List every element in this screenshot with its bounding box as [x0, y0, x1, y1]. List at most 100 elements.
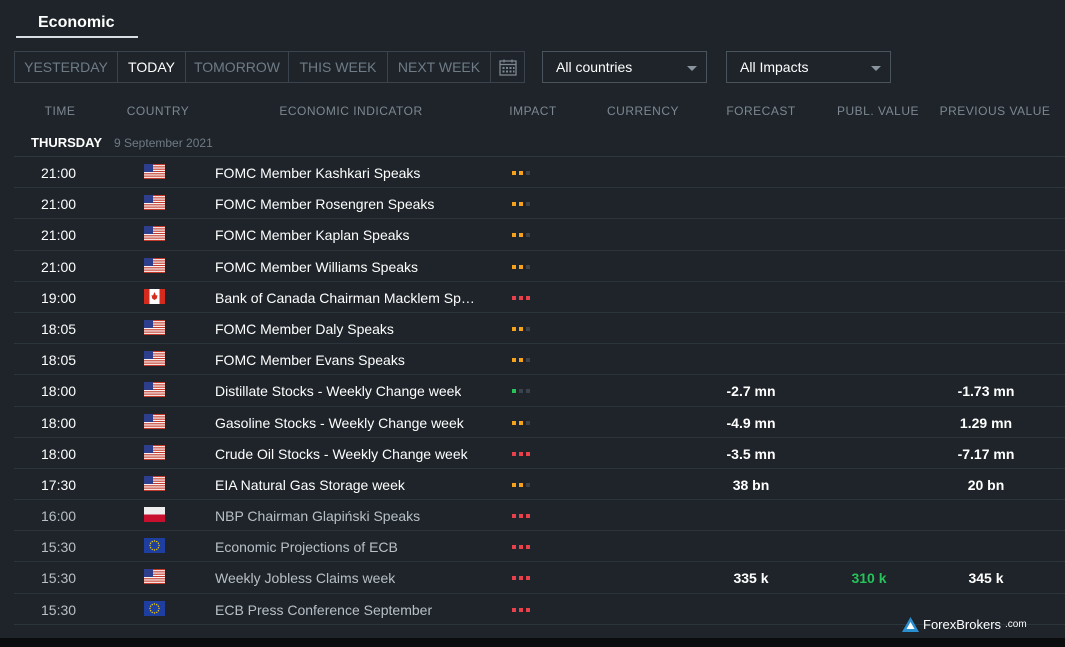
us-flag-icon: [144, 569, 165, 585]
day-date: 9 September 2021: [114, 136, 213, 150]
events-table: 21:00 FOMC Member Kashkari Speaks 21:00 FOM…: [14, 157, 1065, 625]
event-time: 18:00: [41, 383, 77, 400]
country-select-value: All countries: [556, 59, 633, 75]
table-row[interactable]: 15:30 Economic Projections of ECB: [14, 531, 1065, 563]
forecast-value: -2.7 mn: [726, 383, 776, 400]
event-name[interactable]: Bank of Canada Chairman Macklem Speaks: [215, 289, 477, 306]
impact-dot: [526, 451, 530, 456]
table-row[interactable]: 15:30 Weekly Jobless Claims week 335 k 310 …: [14, 562, 1065, 594]
forecast-value: 335 k: [733, 570, 769, 587]
us-flag-icon: [144, 382, 165, 398]
impact-dot: [519, 451, 523, 456]
event-time: 15:30: [41, 539, 77, 556]
table-row[interactable]: 18:05 FOMC Member Evans Speaks: [14, 344, 1065, 376]
event-time: 17:30: [41, 476, 77, 493]
impact-select-value: All Impacts: [740, 59, 809, 75]
tab-yesterday[interactable]: YESTERDAY: [15, 52, 118, 82]
day-tabs: YESTERDAY TODAY TOMORROW THIS WEEK NEXT …: [14, 51, 525, 83]
event-name[interactable]: FOMC Member Evans Speaks: [215, 352, 405, 369]
event-name[interactable]: FOMC Member Kashkari Speaks: [215, 165, 421, 181]
us-flag-icon: [144, 319, 165, 335]
impact-dot: [519, 482, 523, 487]
event-name[interactable]: FOMC Member Rosengren Speaks: [215, 196, 435, 213]
event-name[interactable]: FOMC Member Williams Speaks: [215, 258, 419, 275]
impact-dot: [519, 607, 523, 612]
impact-indicator: [512, 326, 530, 331]
impact-dot: [526, 420, 530, 425]
country-select[interactable]: All countries: [542, 51, 707, 83]
forecast-value: -4.9 mn: [726, 414, 776, 431]
table-row[interactable]: 21:00 FOMC Member Williams Speaks: [14, 251, 1065, 282]
impact-dot: [512, 576, 516, 581]
event-name[interactable]: FOMC Member Daly Speaks: [215, 320, 394, 337]
forexbrokers-logo: ForexBrokers .com: [902, 617, 1027, 632]
table-row[interactable]: 18:05 FOMC Member Daly Speaks: [14, 313, 1065, 345]
canada-flag-icon: [144, 288, 165, 304]
impact-dot: [526, 295, 530, 300]
impact-dot: [519, 514, 523, 519]
impact-dot: [519, 389, 523, 394]
event-name[interactable]: ECB Press Conference September: [215, 601, 433, 618]
us-flag-icon: [144, 257, 165, 273]
tab-tomorrow[interactable]: TOMORROW: [186, 52, 289, 82]
impact-dot: [526, 326, 530, 331]
watermark-suffix: .com: [1005, 619, 1027, 630]
eu-flag-icon: [144, 538, 165, 554]
table-row[interactable]: 18:00 Gasoline Stocks - Weekly Change wee…: [14, 407, 1065, 438]
impact-dot: [512, 171, 516, 175]
impact-indicator: [512, 264, 530, 269]
table-row[interactable]: 21:00 FOMC Member Kaplan Speaks: [14, 219, 1065, 251]
event-name[interactable]: NBP Chairman Glapiński Speaks: [215, 508, 421, 525]
impact-indicator: [512, 420, 530, 425]
col-country: COUNTRY: [126, 104, 190, 118]
us-flag-icon: [144, 475, 165, 491]
impact-dot: [519, 420, 523, 425]
event-name[interactable]: Distillate Stocks - Weekly Change week: [215, 383, 462, 400]
event-time: 18:00: [41, 445, 77, 462]
table-row[interactable]: 18:00 Crude Oil Stocks - Weekly Change we…: [14, 438, 1065, 469]
event-time: 18:00: [41, 414, 77, 431]
previous-value: 1.29 mn: [959, 414, 1013, 431]
event-time: 21:00: [41, 165, 77, 181]
tab-next-week[interactable]: NEXT WEEK: [388, 52, 491, 82]
impact-select[interactable]: All Impacts: [726, 51, 891, 83]
table-row[interactable]: 16:00 NBP Chairman Glapiński Speaks: [14, 500, 1065, 532]
forecast-value: -3.5 mn: [726, 445, 776, 462]
impact-dot: [512, 514, 516, 519]
event-name[interactable]: Economic Projections of ECB: [215, 539, 398, 556]
us-flag-icon: [144, 413, 165, 429]
economic-tab[interactable]: Economic: [16, 6, 138, 38]
previous-value: -7.17 mn: [957, 445, 1015, 462]
table-row[interactable]: 21:00 FOMC Member Kashkari Speaks: [14, 157, 1065, 189]
event-name[interactable]: Gasoline Stocks - Weekly Change week: [215, 414, 464, 431]
event-name[interactable]: EIA Natural Gas Storage week: [215, 476, 405, 493]
tab-today[interactable]: TODAY: [118, 52, 186, 82]
impact-dot: [526, 389, 530, 394]
impact-indicator: [512, 389, 530, 394]
impact-dot: [526, 607, 530, 612]
watermark-brand: ForexBrokers: [923, 617, 1002, 632]
impact-indicator: [512, 482, 530, 487]
col-impact: IMPACT: [509, 104, 557, 118]
event-time: 21:00: [41, 196, 77, 213]
impact-dot: [526, 171, 530, 175]
impact-dot: [512, 607, 516, 612]
table-row[interactable]: 21:00 FOMC Member Rosengren Speaks: [14, 188, 1065, 220]
table-row[interactable]: 19:00 Bank of Canada Chairman Macklem Spe…: [14, 282, 1065, 313]
calendar-icon[interactable]: [491, 52, 524, 82]
tab-this-week[interactable]: THIS WEEK: [289, 52, 388, 82]
table-row[interactable]: 17:30 EIA Natural Gas Storage week 38 bn 20…: [14, 469, 1065, 501]
impact-indicator: [512, 514, 530, 519]
impact-dot: [512, 358, 516, 363]
impact-indicator: [512, 233, 530, 238]
event-name[interactable]: Crude Oil Stocks - Weekly Change week: [215, 445, 468, 462]
event-time: 18:05: [41, 352, 77, 369]
impact-dot: [526, 202, 530, 207]
impact-indicator: [512, 202, 530, 207]
table-row[interactable]: 18:00 Distillate Stocks - Weekly Change w…: [14, 375, 1065, 407]
table-row[interactable]: 15:30 ECB Press Conference September: [14, 594, 1065, 625]
event-name[interactable]: FOMC Member Kaplan Speaks: [215, 227, 410, 244]
event-name[interactable]: Weekly Jobless Claims week: [215, 570, 396, 587]
impact-dot: [519, 233, 523, 238]
impact-dot: [519, 295, 523, 300]
